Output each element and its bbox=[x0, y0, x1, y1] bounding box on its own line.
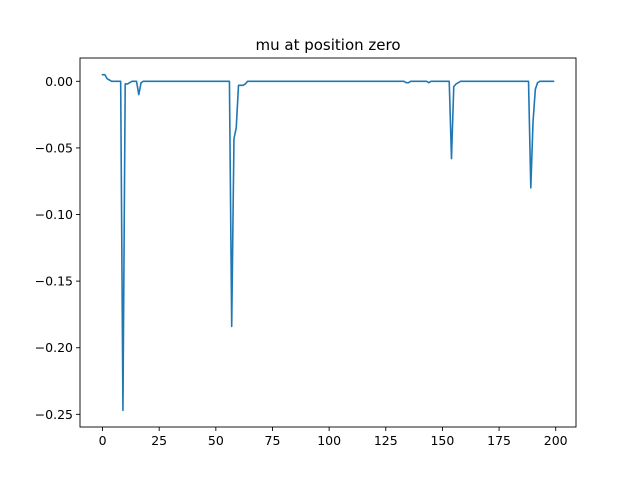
x-tick-label: 175 bbox=[487, 433, 511, 448]
y-tick-label: −0.15 bbox=[35, 274, 73, 289]
chart-title: mu at position zero bbox=[255, 36, 400, 54]
x-tick-label: 75 bbox=[265, 433, 281, 448]
x-tick-label: 200 bbox=[544, 433, 568, 448]
plot-area bbox=[101, 73, 555, 412]
y-tick-label: −0.10 bbox=[35, 207, 73, 222]
y-axis: 0.00 −0.05 −0.10 −0.15 −0.20 −0.25 bbox=[35, 74, 80, 422]
x-tick-label: 0 bbox=[99, 433, 107, 448]
x-tick-label: 25 bbox=[151, 433, 167, 448]
y-tick-label: −0.25 bbox=[35, 407, 73, 422]
x-tick-label: 125 bbox=[374, 433, 398, 448]
y-tick-label: −0.05 bbox=[35, 140, 73, 155]
x-tick-label: 150 bbox=[430, 433, 454, 448]
x-tick-label: 100 bbox=[317, 433, 341, 448]
series-line-mu bbox=[101, 73, 555, 412]
x-tick-label: 50 bbox=[208, 433, 224, 448]
y-tick-label: 0.00 bbox=[45, 74, 73, 89]
x-axis: 0 25 50 75 100 125 150 175 200 bbox=[99, 427, 568, 448]
y-tick-label: −0.20 bbox=[35, 340, 73, 355]
axes-frame bbox=[79, 57, 577, 428]
